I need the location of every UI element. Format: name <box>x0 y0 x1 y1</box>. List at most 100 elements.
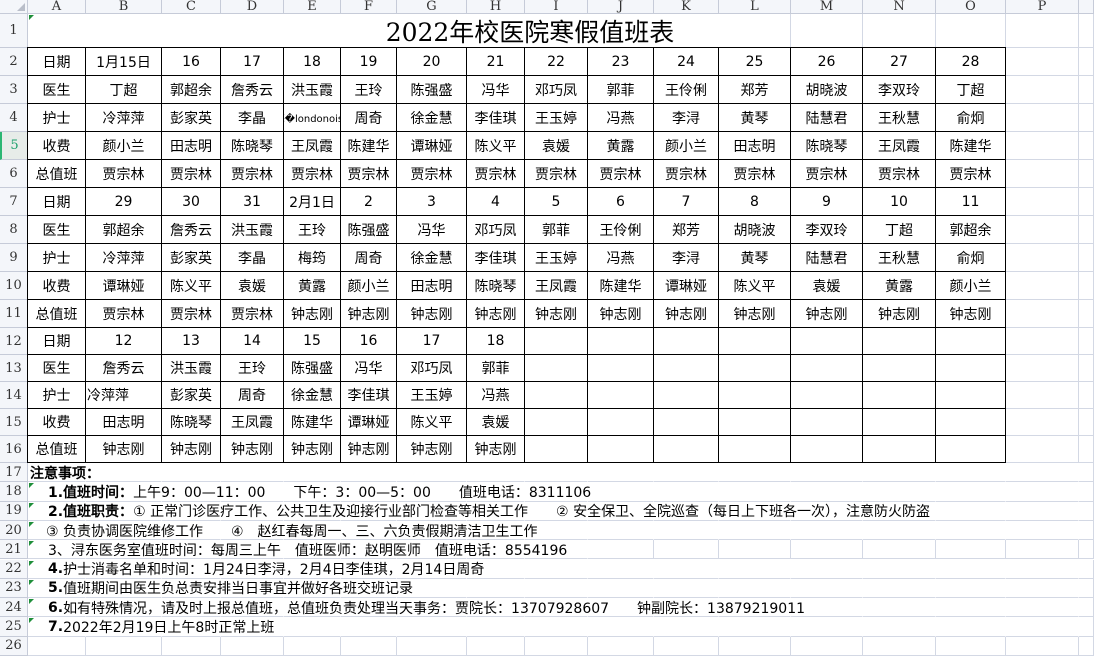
table-cell[interactable]: 20 <box>397 48 467 76</box>
cell[interactable] <box>467 540 525 560</box>
cell[interactable] <box>936 482 1006 502</box>
cell[interactable] <box>397 521 467 541</box>
cell[interactable] <box>1006 300 1079 328</box>
table-cell[interactable]: 陈义平 <box>162 272 221 300</box>
row-header[interactable]: 11 <box>0 300 28 328</box>
cell[interactable] <box>936 598 1006 618</box>
column-header[interactable]: N <box>863 0 936 14</box>
table-cell[interactable] <box>863 436 936 463</box>
row-header[interactable]: 16 <box>0 436 28 463</box>
row-label-cell[interactable]: 护士 <box>28 244 86 272</box>
table-cell[interactable]: 贾宗林 <box>86 300 162 328</box>
table-cell[interactable]: 7 <box>654 188 719 216</box>
cell[interactable] <box>221 617 284 637</box>
cell[interactable] <box>86 14 162 48</box>
table-cell[interactable]: 彭家英 <box>162 244 221 272</box>
row-header[interactable]: 5 <box>0 132 28 160</box>
table-cell[interactable]: 李双玲 <box>863 76 936 104</box>
table-cell[interactable]: 黄露 <box>284 272 341 300</box>
table-cell[interactable]: 贾宗林 <box>588 160 654 188</box>
cell[interactable] <box>588 560 654 579</box>
cell[interactable] <box>86 598 162 618</box>
cell[interactable] <box>588 463 654 483</box>
row-header[interactable]: 25 <box>0 617 28 637</box>
cell[interactable] <box>284 482 341 502</box>
table-cell[interactable]: 17 <box>397 328 467 355</box>
cell[interactable] <box>284 540 341 560</box>
table-cell[interactable] <box>525 328 588 355</box>
table-cell[interactable] <box>863 355 936 382</box>
table-cell[interactable]: 24 <box>654 48 719 76</box>
table-cell[interactable]: 郑芳 <box>719 76 791 104</box>
cell[interactable] <box>162 540 221 560</box>
table-cell[interactable]: 黄露 <box>863 272 936 300</box>
table-cell[interactable]: 3 <box>397 188 467 216</box>
cell[interactable] <box>791 617 863 637</box>
table-cell[interactable]: 王秋慧 <box>863 244 936 272</box>
table-cell[interactable] <box>654 382 719 409</box>
table-cell[interactable]: 李浔 <box>654 104 719 132</box>
cell[interactable] <box>1006 436 1079 463</box>
cell[interactable] <box>1006 355 1079 382</box>
cell[interactable] <box>162 463 221 483</box>
table-cell[interactable]: 钟志刚 <box>863 300 936 328</box>
cell[interactable] <box>1079 104 1094 132</box>
cell[interactable] <box>1006 216 1079 244</box>
column-header[interactable]: J <box>588 0 654 14</box>
table-cell[interactable]: 王凤霞 <box>284 132 341 160</box>
row-label-cell[interactable]: 总值班 <box>28 436 86 463</box>
cell[interactable] <box>86 463 162 483</box>
table-cell[interactable] <box>588 328 654 355</box>
table-cell[interactable]: 冷萍萍 <box>86 244 162 272</box>
row-header[interactable]: 19 <box>0 501 28 521</box>
table-cell[interactable]: 郭菲 <box>525 216 588 244</box>
table-cell[interactable]: 黄琴 <box>719 104 791 132</box>
table-cell[interactable]: 颜小兰 <box>341 272 397 300</box>
table-cell[interactable]: 贾宗林 <box>863 160 936 188</box>
cell[interactable] <box>936 617 1006 637</box>
table-cell[interactable] <box>791 355 863 382</box>
cell[interactable] <box>221 502 284 521</box>
row-label-cell[interactable]: 收费 <box>28 272 86 300</box>
table-cell[interactable]: 钟志刚 <box>221 436 284 463</box>
column-header[interactable]: B <box>86 0 162 14</box>
cell[interactable] <box>1079 482 1094 502</box>
table-cell[interactable]: 陈晓琴 <box>221 132 284 160</box>
cell[interactable] <box>341 598 397 618</box>
table-cell[interactable]: 8 <box>719 188 791 216</box>
table-cell[interactable]: 6 <box>588 188 654 216</box>
table-cell[interactable]: 18 <box>467 328 525 355</box>
table-cell[interactable]: 贾宗林 <box>397 160 467 188</box>
cell[interactable] <box>936 14 1006 48</box>
table-cell[interactable]: 14 <box>221 328 284 355</box>
table-cell[interactable]: 俞炯 <box>936 104 1006 132</box>
table-cell[interactable]: 钟志刚 <box>397 436 467 463</box>
table-cell[interactable]: 王玉婷 <box>397 382 467 409</box>
table-cell[interactable]: 颜小兰 <box>86 132 162 160</box>
cell[interactable] <box>1006 244 1079 272</box>
table-cell[interactable]: 冯燕 <box>467 382 525 409</box>
table-cell[interactable]: 王凤霞 <box>221 409 284 436</box>
cell[interactable] <box>467 463 525 483</box>
cell[interactable] <box>525 598 588 618</box>
table-cell[interactable]: 13 <box>162 328 221 355</box>
cell[interactable] <box>86 521 162 541</box>
table-cell[interactable]: 冯华 <box>467 76 525 104</box>
table-cell[interactable]: 贾宗林 <box>936 160 1006 188</box>
table-cell[interactable]: 钟志刚 <box>397 300 467 328</box>
cell[interactable] <box>654 540 719 560</box>
cell[interactable] <box>86 502 162 521</box>
cell[interactable] <box>1006 14 1079 48</box>
table-cell[interactable]: 19 <box>341 48 397 76</box>
cell[interactable] <box>936 560 1006 579</box>
cell[interactable] <box>162 560 221 579</box>
table-cell[interactable]: 10 <box>863 188 936 216</box>
row-label-cell[interactable]: 护士 <box>28 104 86 132</box>
table-cell[interactable]: 陈晓琴 <box>791 132 863 160</box>
table-cell[interactable]: 12 <box>86 328 162 355</box>
cell[interactable] <box>1006 382 1079 409</box>
cell[interactable] <box>341 636 397 656</box>
table-cell[interactable] <box>863 328 936 355</box>
cell[interactable] <box>1079 300 1094 328</box>
table-cell[interactable] <box>525 355 588 382</box>
